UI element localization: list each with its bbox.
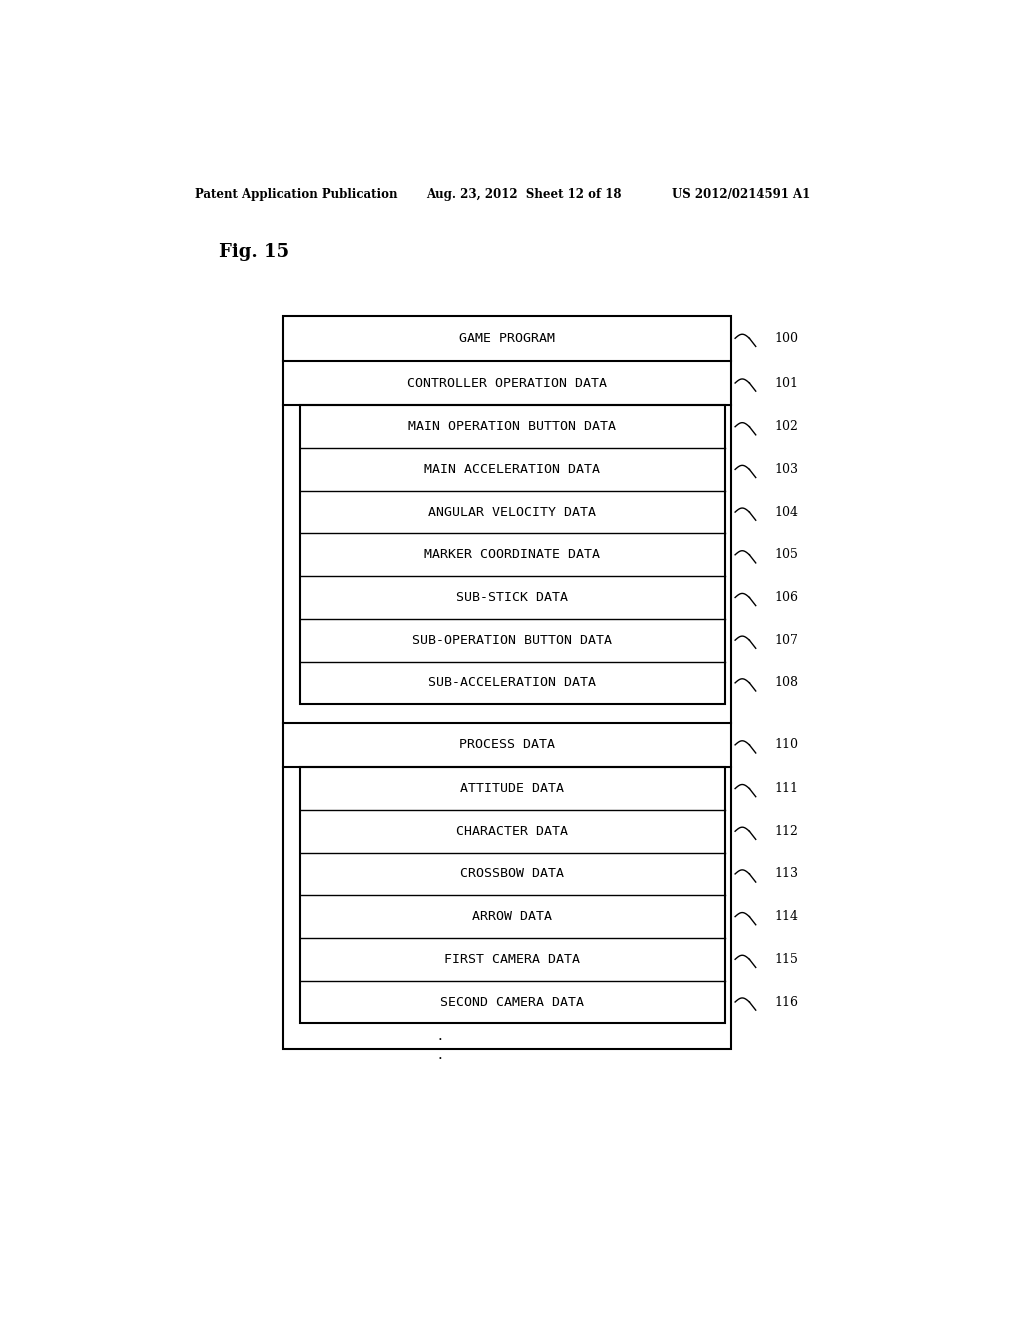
Bar bbox=[283, 315, 731, 1049]
Text: MAIN ACCELERATION DATA: MAIN ACCELERATION DATA bbox=[425, 463, 600, 477]
Text: 104: 104 bbox=[775, 506, 799, 519]
Text: Aug. 23, 2012  Sheet 12 of 18: Aug. 23, 2012 Sheet 12 of 18 bbox=[426, 189, 622, 202]
Text: MARKER COORDINATE DATA: MARKER COORDINATE DATA bbox=[425, 548, 600, 561]
Text: 108: 108 bbox=[775, 676, 799, 689]
Text: 111: 111 bbox=[775, 781, 799, 795]
Text: .: . bbox=[437, 1048, 442, 1061]
Text: 105: 105 bbox=[775, 548, 799, 561]
Text: 113: 113 bbox=[775, 867, 799, 880]
Text: CHARACTER DATA: CHARACTER DATA bbox=[457, 825, 568, 838]
Text: .: . bbox=[437, 1039, 442, 1052]
Text: SUB-ACCELERATION DATA: SUB-ACCELERATION DATA bbox=[428, 676, 597, 689]
Text: 107: 107 bbox=[775, 634, 799, 647]
Text: FIRST CAMERA DATA: FIRST CAMERA DATA bbox=[444, 953, 581, 966]
Text: ATTITUDE DATA: ATTITUDE DATA bbox=[461, 781, 564, 795]
Text: 110: 110 bbox=[775, 738, 799, 751]
Text: 100: 100 bbox=[775, 331, 799, 345]
Text: MAIN OPERATION BUTTON DATA: MAIN OPERATION BUTTON DATA bbox=[409, 420, 616, 433]
Text: Patent Application Publication: Patent Application Publication bbox=[196, 189, 398, 202]
Text: SECOND CAMERA DATA: SECOND CAMERA DATA bbox=[440, 995, 585, 1008]
Text: CROSSBOW DATA: CROSSBOW DATA bbox=[461, 867, 564, 880]
Text: 114: 114 bbox=[775, 909, 799, 923]
Text: 116: 116 bbox=[775, 995, 799, 1008]
Text: .: . bbox=[437, 1030, 442, 1043]
Text: ANGULAR VELOCITY DATA: ANGULAR VELOCITY DATA bbox=[428, 506, 597, 519]
Text: GAME PROGRAM: GAME PROGRAM bbox=[459, 331, 555, 345]
Text: 103: 103 bbox=[775, 463, 799, 477]
Text: US 2012/0214591 A1: US 2012/0214591 A1 bbox=[672, 189, 810, 202]
Text: SUB-STICK DATA: SUB-STICK DATA bbox=[457, 591, 568, 605]
Text: Fig. 15: Fig. 15 bbox=[219, 243, 290, 261]
Text: 115: 115 bbox=[775, 953, 799, 966]
Text: ARROW DATA: ARROW DATA bbox=[472, 909, 553, 923]
Text: 106: 106 bbox=[775, 591, 799, 605]
Bar bbox=[300, 405, 725, 704]
Text: 102: 102 bbox=[775, 420, 799, 433]
Text: CONTROLLER OPERATION DATA: CONTROLLER OPERATION DATA bbox=[407, 376, 607, 389]
Text: PROCESS DATA: PROCESS DATA bbox=[459, 738, 555, 751]
Text: 112: 112 bbox=[775, 825, 799, 838]
Text: SUB-OPERATION BUTTON DATA: SUB-OPERATION BUTTON DATA bbox=[413, 634, 612, 647]
Bar bbox=[300, 767, 725, 1023]
Text: 101: 101 bbox=[775, 376, 799, 389]
